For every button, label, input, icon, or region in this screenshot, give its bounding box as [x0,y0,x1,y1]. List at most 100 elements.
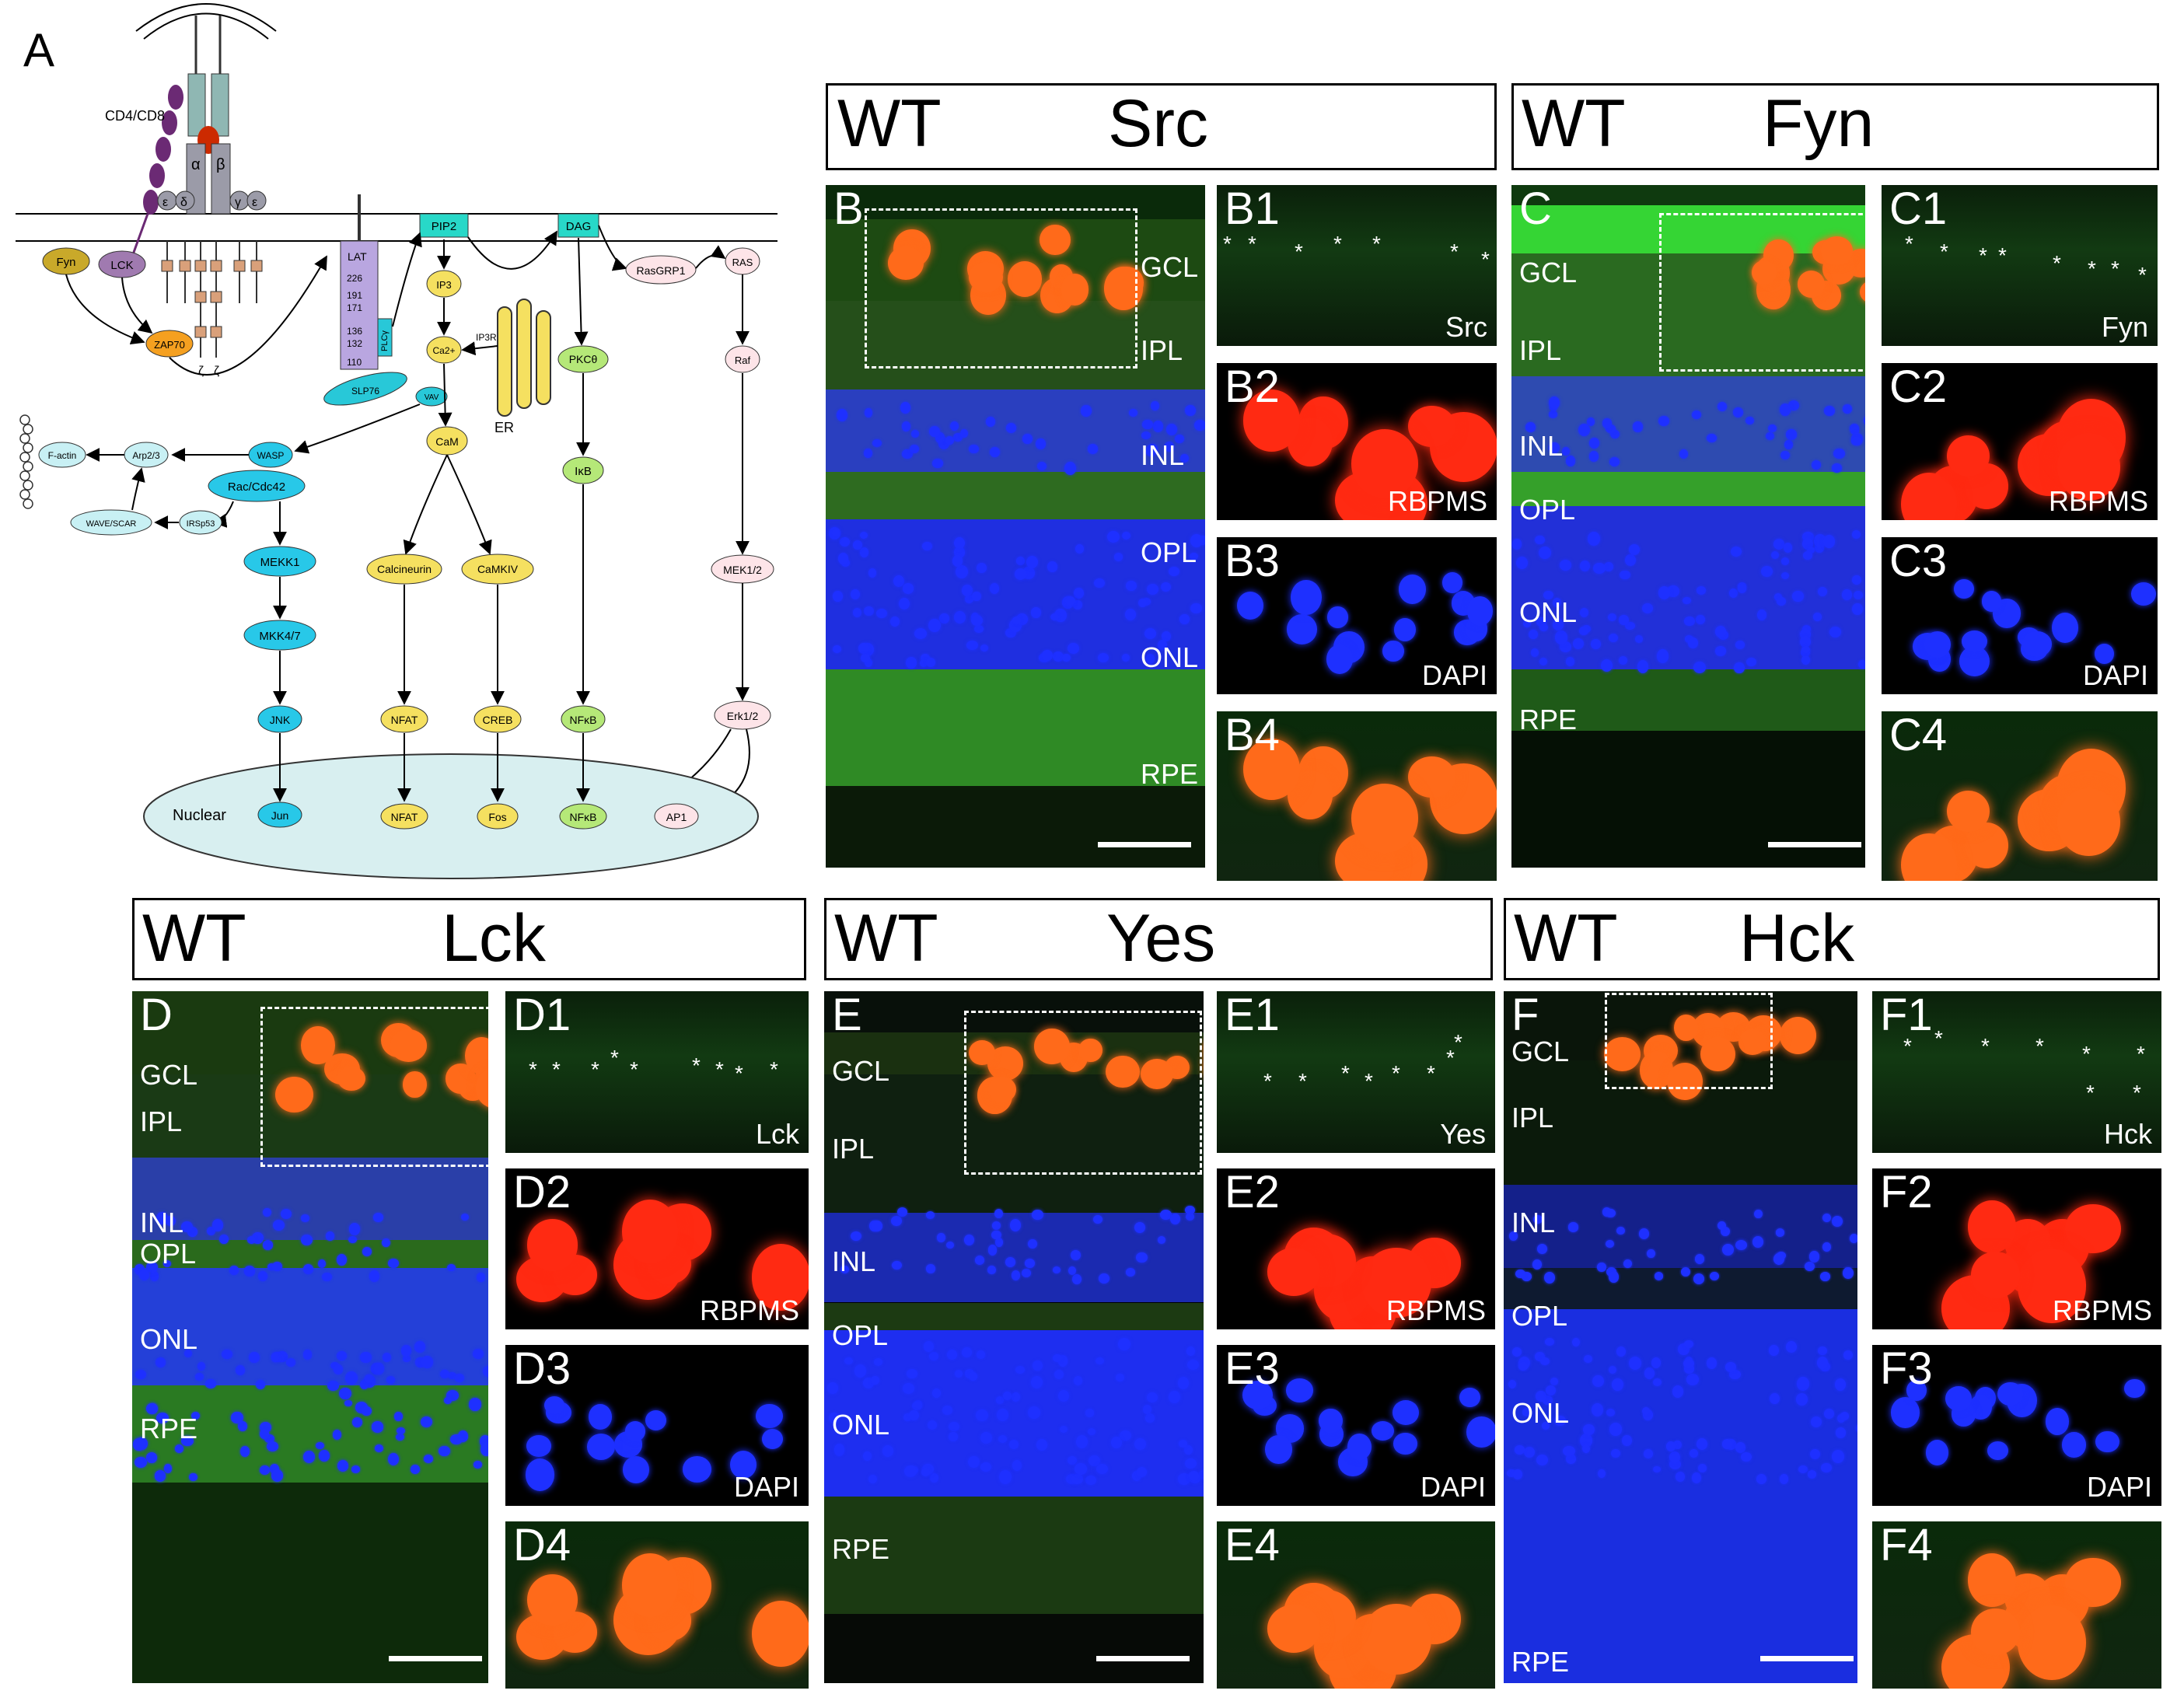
svg-text:RasGRP1: RasGRP1 [636,264,685,277]
layer-label-onl: ONL [1519,596,1578,628]
channel-label: DAPI [733,1471,799,1503]
cell-soma [275,1076,313,1113]
cell-soma [964,1234,975,1245]
cell-soma [1144,1413,1155,1423]
cell-soma [1589,438,1600,449]
asterisk-marker: * [2053,251,2061,275]
cell-soma [301,1235,313,1246]
cell-soma [922,541,933,551]
cell-soma [925,1264,935,1273]
cell-soma [1616,1346,1627,1357]
cell-soma [928,618,941,633]
cell-soma [1623,1259,1633,1269]
cell-soma [1184,1445,1193,1455]
cell-soma [865,408,873,417]
cell-soma [950,421,959,431]
cell-soma [1813,613,1822,621]
channel-label: DAPI [2082,659,2148,691]
cell-soma [1563,1445,1575,1456]
cell-soma [1609,1271,1619,1283]
cell-soma [371,1421,384,1433]
cell-soma [1967,1553,2016,1607]
cell-soma [362,1247,372,1257]
svg-text:171: 171 [347,302,362,313]
inset-b4: B4 [1217,711,1497,881]
cell-soma [1382,640,1404,662]
cell-soma [1802,625,1812,634]
cell-soma [1697,586,1707,595]
retina-layer-band [1504,1309,1857,1683]
cell-soma [1319,1408,1343,1434]
cell-soma [1906,1380,1927,1402]
cell-soma [955,564,968,578]
asterisk-marker: * [770,1057,778,1081]
panel-label: C [1519,185,1552,234]
cell-soma [1666,1441,1676,1451]
cell-soma [1075,543,1084,554]
cell-soma [1012,1270,1021,1280]
cell-soma [1136,1466,1148,1477]
cell-soma [1624,554,1636,566]
inset-label: F4 [1880,1521,1933,1570]
cell-soma [1522,619,1532,627]
cell-soma [1609,1365,1617,1374]
zap70-node [145,330,194,358]
asterisk-marker: * [692,1053,701,1078]
cell-soma [480,1442,488,1456]
cell-soma [135,1456,148,1468]
cell-soma [229,1265,239,1275]
cell-soma [1586,417,1595,426]
cell-soma [2017,1248,2087,1323]
svg-text:ZAP70: ZAP70 [154,339,185,351]
main-image-f: F GCL IPL INL OPL ONL RPE [1504,991,1857,1683]
cell-soma [1674,1014,1698,1041]
retina-layer-band [132,1482,488,1683]
cell-soma [191,1412,200,1420]
cell-soma [851,589,861,600]
cell-soma [1850,427,1860,435]
cell-soma [174,1444,183,1454]
cell-soma [373,1363,384,1374]
cell-soma [2046,1408,2069,1435]
cell-soma [1548,396,1560,409]
cell-soma [388,1259,399,1269]
layer-label-onl: ONL [1511,1397,1570,1429]
cell-soma [337,1066,365,1092]
cell-soma [1522,1408,1532,1416]
layer-label-ipl: IPL [1141,334,1183,366]
cell-soma [987,1245,998,1256]
channel-label: DAPI [2086,1471,2152,1503]
gene-label: Hck [1739,901,1855,976]
cell-soma [446,1263,456,1272]
asterisk-marker: * [2088,257,2096,281]
svg-text:CaMKIV: CaMKIV [477,563,519,575]
cell-soma [1347,1434,1372,1461]
layer-label-rpe: RPE [832,1533,890,1565]
cell-soma [1946,790,1990,833]
dag-node [557,213,599,238]
cell-soma [1770,551,1779,560]
cell-soma [301,1214,309,1222]
cell-soma [999,1470,1012,1485]
svg-text:Fyn: Fyn [56,256,75,269]
cell-soma [1532,1259,1543,1270]
cell-soma [1752,1235,1763,1249]
scale-bar [1098,842,1191,847]
cell-soma [1822,1242,1831,1252]
inset-c3: C3 DAPI [1882,537,2158,694]
cell-soma [237,1420,247,1432]
cell-soma [1800,635,1812,648]
inset-region-box [1659,213,1865,372]
cell-soma [1779,1474,1789,1484]
cell-soma [837,553,849,565]
cell-soma [1072,600,1082,610]
cell-soma [1514,1444,1525,1455]
cell-soma [150,1271,159,1281]
cell-soma [1619,614,1629,626]
retina-layer-band [132,1240,488,1268]
cell-soma [280,1209,292,1220]
cell-soma [863,1451,872,1462]
asterisk-marker: * [1481,247,1490,271]
cell-soma [1170,1213,1181,1225]
cell-soma [1603,1037,1641,1072]
